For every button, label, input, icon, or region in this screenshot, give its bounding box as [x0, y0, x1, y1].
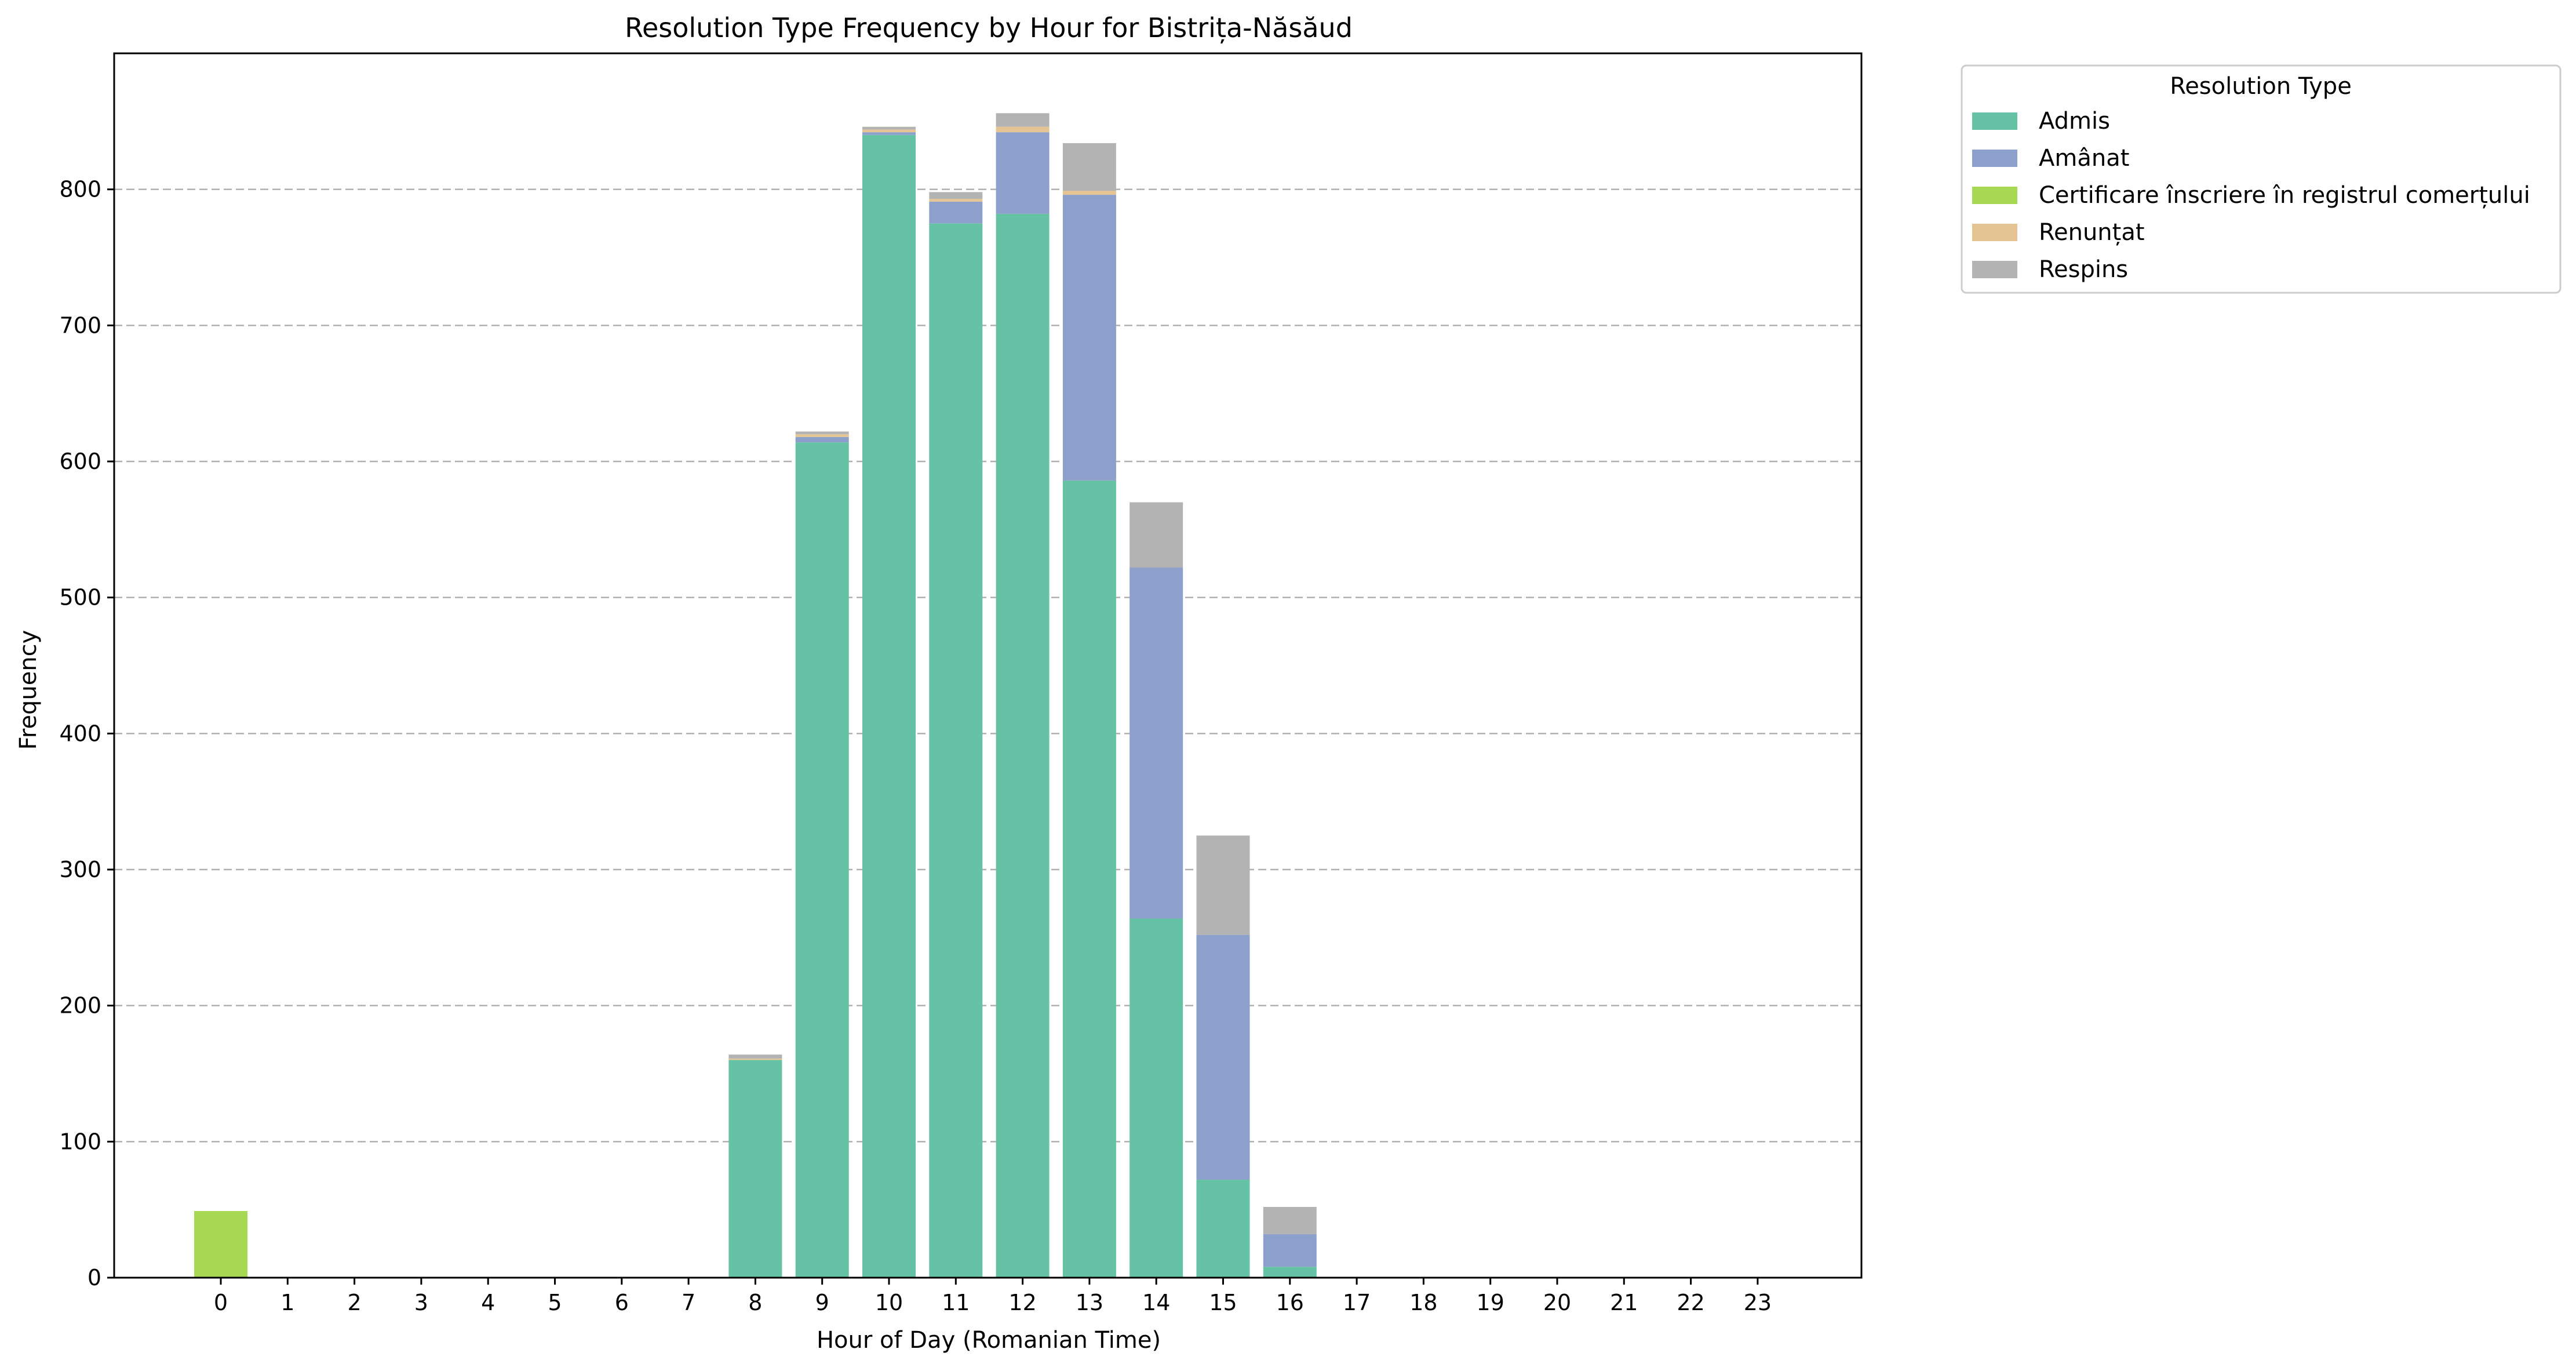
bar-segment — [795, 434, 849, 437]
x-tick-label: 2 — [348, 1290, 362, 1315]
bar-segment — [1062, 195, 1116, 481]
legend-swatch — [1972, 224, 2017, 241]
y-tick-label: 0 — [88, 1265, 101, 1290]
legend-swatch — [1972, 112, 2017, 130]
bar-segment — [1263, 1206, 1317, 1234]
x-axis-label: Hour of Day (Romanian Time) — [817, 1327, 1161, 1354]
y-tick-label: 800 — [59, 177, 101, 202]
legend-swatch — [1972, 150, 2017, 167]
bars — [194, 113, 1317, 1278]
x-tick-label: 14 — [1142, 1290, 1170, 1315]
x-tick-label: 3 — [414, 1290, 428, 1315]
bar-segment — [996, 126, 1050, 133]
plot-area-frame — [113, 52, 1863, 1279]
x-tick-label: 20 — [1543, 1290, 1571, 1315]
legend-items: Admis Amânat Certificare înscriere în regi… — [1972, 108, 2530, 283]
bar-segment — [1196, 934, 1250, 1180]
legend-box — [1961, 64, 2562, 294]
chart-title: Resolution Type Frequency by Hour for Bi… — [625, 12, 1353, 44]
legend-label: Amânat — [2039, 145, 2129, 172]
bar-segment — [996, 213, 1050, 1278]
bar-segment — [1062, 143, 1116, 191]
bar-segment — [929, 223, 983, 1278]
x-tick-label: 6 — [615, 1290, 629, 1315]
bar-segment — [929, 192, 983, 199]
x-tick-label: 12 — [1008, 1290, 1036, 1315]
bar-segment — [996, 132, 1050, 214]
legend-label: Respins — [2039, 256, 2128, 283]
bar-segment — [862, 132, 916, 135]
y-tick-label: 500 — [59, 585, 101, 610]
y-tick-label: 300 — [59, 857, 101, 882]
legend-swatch — [1972, 187, 2017, 204]
bar-segment — [728, 1054, 782, 1059]
y-axis-label: Frequency — [15, 630, 42, 750]
legend-label: Admis — [2039, 108, 2110, 134]
y-tick-label: 700 — [59, 312, 101, 338]
bar-segment — [1263, 1267, 1317, 1278]
y-tick-label: 100 — [59, 1129, 101, 1154]
bar-segment — [862, 129, 916, 133]
x-tick-label: 13 — [1076, 1290, 1103, 1315]
bar-segment — [1062, 480, 1116, 1278]
x-tick-label: 0 — [214, 1290, 228, 1315]
x-tick-label: 21 — [1610, 1290, 1638, 1315]
bar-segment — [194, 1211, 247, 1278]
legend-label: Renunțat — [2039, 219, 2145, 246]
x-tick-label: 18 — [1409, 1290, 1437, 1315]
x-tick-label: 9 — [815, 1290, 829, 1315]
bar-segment — [929, 201, 983, 224]
x-tick-label: 4 — [481, 1290, 495, 1315]
bar-segment — [795, 442, 849, 1278]
x-tick-label: 19 — [1477, 1290, 1504, 1315]
x-tick-label: 23 — [1744, 1290, 1772, 1315]
legend-swatch — [1972, 261, 2017, 278]
x-tick-label: 22 — [1677, 1290, 1704, 1315]
bar-segment — [728, 1059, 782, 1060]
x-tick-label: 1 — [280, 1290, 294, 1315]
legend-title: Resolution Type — [2170, 73, 2352, 100]
x-tick-label: 5 — [548, 1290, 562, 1315]
x-tick-label: 8 — [748, 1290, 762, 1315]
bar-segment — [1263, 1234, 1317, 1267]
bar-segment — [862, 134, 916, 1278]
bar-segment — [1129, 502, 1183, 568]
bar-segment — [795, 437, 849, 443]
bar-segment — [996, 113, 1050, 127]
bar-segment — [1196, 835, 1250, 935]
x-tick-label: 11 — [942, 1290, 970, 1315]
y-tick-label: 200 — [59, 993, 101, 1019]
bar-segment — [929, 199, 983, 202]
bar-segment — [1196, 1180, 1250, 1278]
bar-segment — [1129, 568, 1183, 919]
bar-segment — [862, 126, 916, 130]
y-tick-label: 600 — [59, 449, 101, 474]
bar-segment — [1062, 191, 1116, 195]
x-tick-label: 7 — [682, 1290, 695, 1315]
bar-segment — [728, 1060, 782, 1278]
x-tick-label: 16 — [1276, 1290, 1304, 1315]
y-tick-label: 400 — [59, 721, 101, 746]
legend: Resolution Type Admis Amânat Certificare î… — [1961, 64, 2562, 294]
bar-segment — [1129, 918, 1183, 1278]
x-tick-label: 15 — [1209, 1290, 1237, 1315]
legend-label: Certificare înscriere în registrul comer… — [2039, 182, 2530, 209]
x-tick-label: 17 — [1343, 1290, 1371, 1315]
x-tick-label: 10 — [875, 1290, 903, 1315]
grid — [114, 188, 1861, 1143]
bar-segment — [795, 431, 849, 435]
